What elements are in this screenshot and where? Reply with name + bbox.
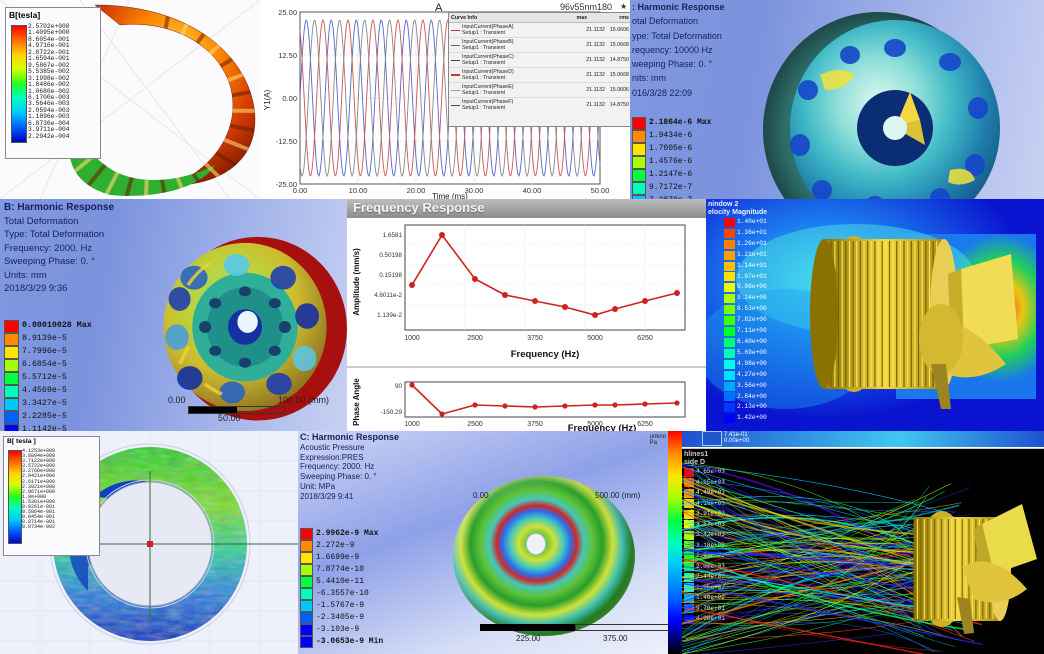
svg-text:-150.29: -150.29	[381, 409, 403, 416]
svg-text:Frequency (Hz): Frequency (Hz)	[568, 423, 637, 431]
svg-text:50.00: 50.00	[591, 186, 610, 195]
svg-text:Frequency (Hz): Frequency (Hz)	[511, 349, 580, 360]
svg-text:1.139e-2: 1.139e-2	[377, 312, 402, 319]
svg-text:20.00: 20.00	[407, 186, 426, 195]
svg-text:Time (ms): Time (ms)	[432, 192, 468, 199]
svg-text:5000: 5000	[587, 335, 603, 342]
svg-text:4.6011e-2: 4.6011e-2	[374, 292, 402, 299]
svg-text:6250: 6250	[637, 335, 653, 342]
svg-text:1000: 1000	[404, 421, 420, 428]
svg-text:-12.50: -12.50	[276, 137, 297, 146]
svg-text:2500: 2500	[467, 335, 483, 342]
svg-text:Amplitude (mm/s): Amplitude (mm/s)	[352, 248, 361, 316]
svg-text:0.15198: 0.15198	[379, 272, 402, 279]
svg-text:25.00: 25.00	[278, 8, 297, 17]
svg-text:3750: 3750	[527, 335, 543, 342]
svg-text:3750: 3750	[527, 421, 543, 428]
svg-text:1000: 1000	[404, 335, 420, 342]
svg-text:90: 90	[395, 383, 403, 390]
svg-text:12.50: 12.50	[278, 51, 297, 60]
svg-text:1.6581: 1.6581	[383, 232, 403, 239]
svg-text:2500: 2500	[467, 421, 483, 428]
svg-text:0.00: 0.00	[282, 94, 297, 103]
svg-text:0.00: 0.00	[293, 186, 308, 195]
svg-text:Phase Angle: Phase Angle	[352, 378, 361, 426]
svg-text:40.00: 40.00	[523, 186, 542, 195]
svg-text:Y1(A): Y1(A)	[263, 89, 272, 110]
svg-text:10.00: 10.00	[349, 186, 368, 195]
svg-text:6250: 6250	[637, 421, 653, 428]
svg-text:0.50198: 0.50198	[379, 252, 402, 259]
